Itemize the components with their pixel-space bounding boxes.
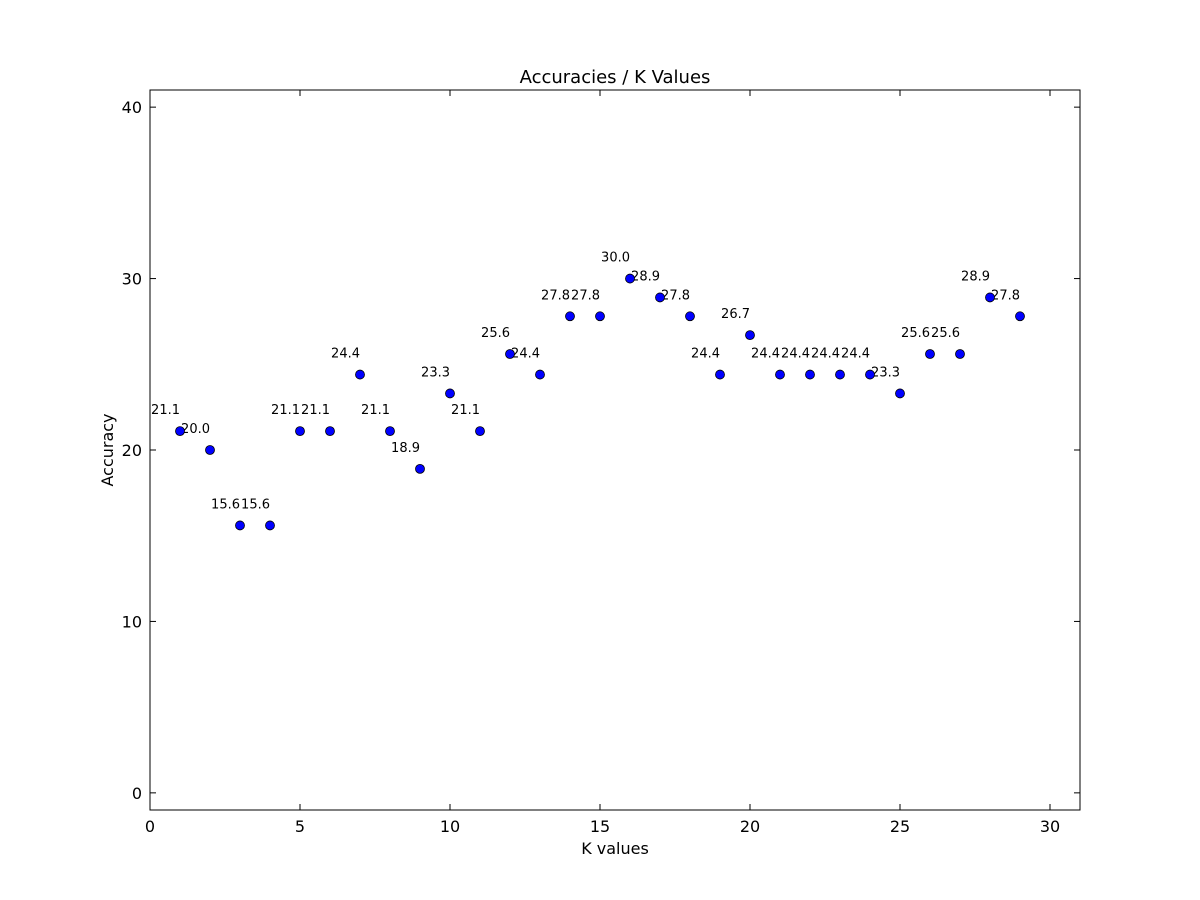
x-tick-label: 0 bbox=[145, 817, 155, 836]
x-tick-label: 5 bbox=[295, 817, 305, 836]
data-point bbox=[475, 426, 485, 437]
data-point bbox=[415, 463, 425, 474]
data-point bbox=[955, 349, 965, 359]
data-point bbox=[775, 369, 785, 380]
data-point bbox=[295, 426, 305, 437]
data-point bbox=[685, 311, 695, 322]
chart-title: Accuracies / K Values bbox=[520, 67, 711, 88]
data-points bbox=[175, 273, 1025, 531]
data-label: 24.4 bbox=[511, 347, 540, 362]
data-point bbox=[805, 369, 815, 380]
data-label: 25.6 bbox=[931, 326, 960, 341]
y-tick-label: 20 bbox=[122, 441, 142, 460]
data-point bbox=[745, 330, 755, 341]
data-label: 23.3 bbox=[421, 365, 450, 380]
data-label: 24.4 bbox=[811, 347, 840, 362]
data-label: 27.8 bbox=[991, 288, 1020, 303]
data-label: 28.9 bbox=[961, 269, 990, 284]
data-point bbox=[505, 349, 515, 359]
data-label: 24.4 bbox=[691, 347, 720, 362]
data-point bbox=[445, 388, 455, 399]
y-axis-label: Accuracy bbox=[98, 413, 117, 486]
data-label: 24.4 bbox=[331, 347, 360, 362]
data-label: 24.4 bbox=[841, 347, 870, 362]
data-point bbox=[985, 292, 995, 303]
data-point bbox=[865, 369, 875, 380]
data-point bbox=[1015, 311, 1025, 322]
data-point bbox=[925, 349, 935, 359]
data-point bbox=[535, 369, 545, 380]
data-label: 15.6 bbox=[211, 497, 240, 512]
data-label: 21.1 bbox=[301, 403, 330, 418]
data-point bbox=[835, 369, 845, 380]
data-point bbox=[595, 311, 605, 322]
data-label: 25.6 bbox=[481, 326, 510, 341]
data-point bbox=[265, 520, 275, 531]
data-label: 27.8 bbox=[661, 288, 690, 303]
data-label: 21.1 bbox=[361, 403, 390, 418]
data-point bbox=[895, 388, 905, 399]
data-point bbox=[235, 520, 245, 531]
data-point bbox=[655, 292, 665, 303]
data-label: 24.4 bbox=[751, 347, 780, 362]
x-tick-label: 20 bbox=[740, 817, 760, 836]
axis-ticks: 0 5 10 15 20 25 30 0 10 20 30 40 bbox=[122, 90, 1080, 836]
data-label: 20.0 bbox=[181, 422, 210, 437]
data-label: 21.1 bbox=[271, 403, 300, 418]
y-tick-label: 10 bbox=[122, 612, 142, 631]
plot-area-frame bbox=[149, 89, 1081, 811]
y-tick-label: 30 bbox=[122, 270, 142, 289]
x-tick-label: 10 bbox=[440, 817, 460, 836]
data-point bbox=[325, 426, 335, 437]
data-label: 23.3 bbox=[871, 365, 900, 380]
data-label: 28.9 bbox=[631, 269, 660, 284]
x-tick-label: 25 bbox=[890, 817, 910, 836]
data-label: 15.6 bbox=[241, 497, 270, 512]
data-point bbox=[205, 445, 215, 455]
data-point bbox=[565, 311, 575, 322]
data-label: 26.7 bbox=[721, 307, 750, 322]
data-label: 27.8 bbox=[541, 288, 570, 303]
data-point bbox=[385, 426, 395, 437]
data-label: 25.6 bbox=[901, 326, 930, 341]
data-label: 24.4 bbox=[781, 347, 810, 362]
x-tick-label: 30 bbox=[1040, 817, 1060, 836]
data-label: 21.1 bbox=[451, 403, 480, 418]
data-point bbox=[715, 369, 725, 380]
data-point bbox=[625, 273, 635, 284]
data-label: 21.1 bbox=[151, 403, 180, 418]
data-label: 30.0 bbox=[601, 251, 630, 266]
y-tick-label: 0 bbox=[132, 784, 142, 803]
data-label: 18.9 bbox=[391, 441, 420, 456]
x-axis-label: K values bbox=[581, 839, 649, 858]
x-tick-label: 15 bbox=[590, 817, 610, 836]
data-labels: 21.120.015.6 15.621.1 21.124.421.118.923.3… bbox=[151, 251, 1020, 513]
data-label: 27.8 bbox=[571, 288, 600, 303]
y-tick-label: 40 bbox=[122, 98, 142, 117]
data-point bbox=[355, 369, 365, 380]
data-point bbox=[175, 426, 185, 437]
